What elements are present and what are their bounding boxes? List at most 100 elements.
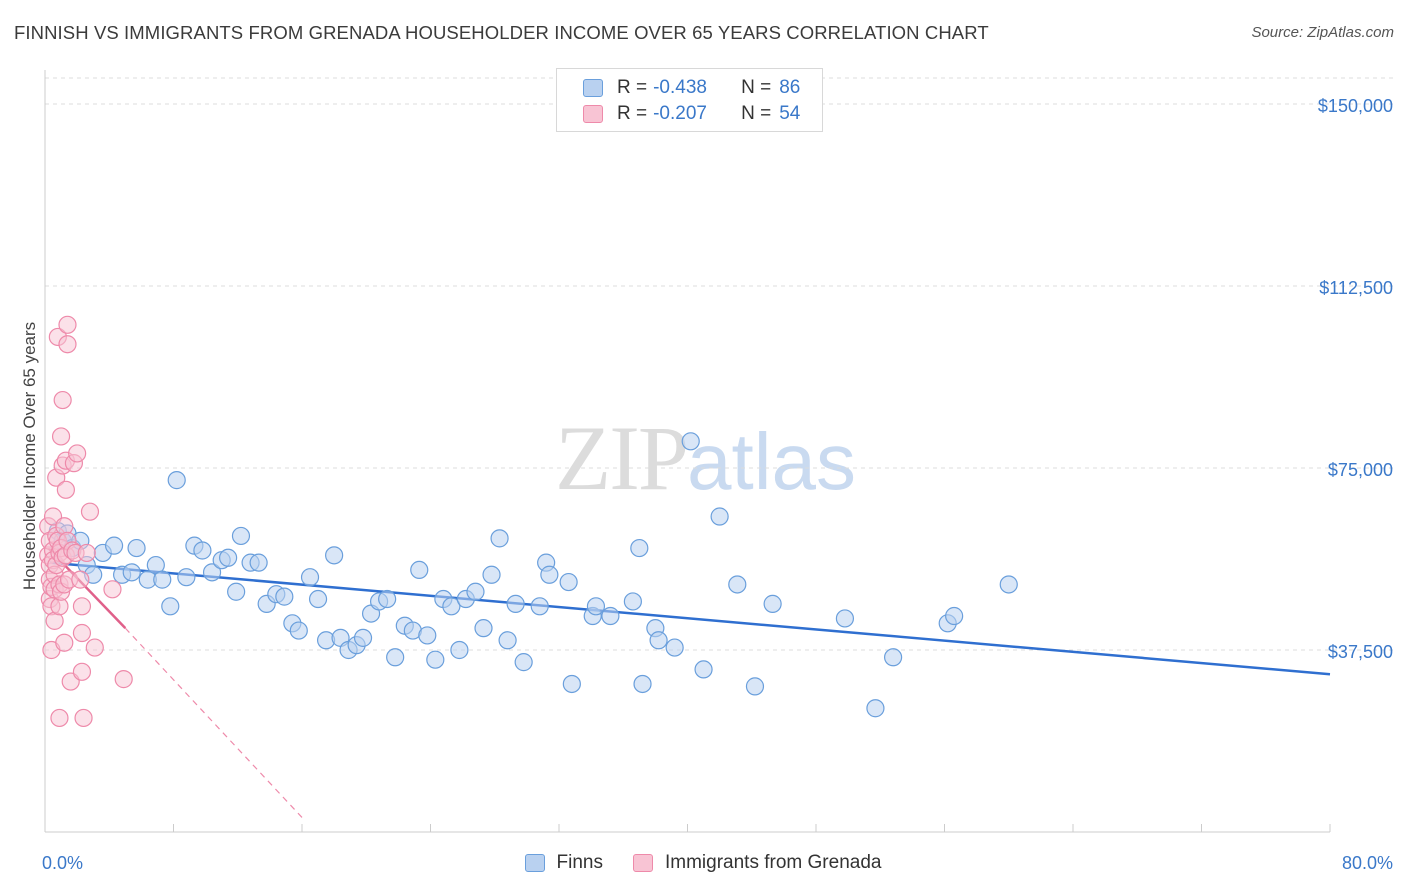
finns-point [649,631,668,650]
finns-point [506,594,525,613]
x-tick-label-max: 80.0% [1342,853,1393,873]
finns-point [945,606,964,626]
finns-r-value: -0.438 [653,77,707,98]
finns-point [153,570,172,589]
finns-point [559,572,578,592]
finns-point [763,594,782,613]
finns-point [601,606,620,626]
chart-title: FINNISH VS IMMIGRANTS FROM GRENADA HOUSE… [14,22,989,43]
finns-point [202,563,222,582]
grenada-point [58,335,77,354]
x-tick-label-min: 0.0% [42,853,83,873]
axes [44,70,1331,833]
finns-trend-line [49,561,1331,676]
grenada-point [68,444,87,463]
grenada-legend-label: Immigrants from Grenada [665,852,882,873]
y-tick-label: $112,500 [1319,278,1393,298]
source-label: Source: ZipAtlas.com [1251,24,1394,41]
finns-point [530,597,549,616]
finns-point [275,587,294,606]
finns-n-label: N = [741,77,772,98]
legend-item-finns: Finns [524,852,603,874]
grenada-point [103,580,122,599]
finns-point [999,575,1018,594]
grenada-point [114,670,133,689]
grenada-point [50,708,69,728]
finns-point [122,563,141,582]
watermark-atlas: atlas [687,417,856,506]
finns-swatch [583,79,603,97]
finns-point [710,507,729,526]
grenada-legend-swatch [633,854,653,872]
grenada-point [85,638,104,657]
finns-point [289,621,308,640]
finns-point [883,648,903,667]
finns-point [418,626,437,645]
grenada-point [72,623,92,643]
finns-point [728,575,747,594]
grenada-point [71,570,90,589]
watermark-zip: ZIP [555,407,689,509]
finns-legend-swatch [524,854,545,872]
series-legend: Finns Immigrants from Grenada [0,852,1406,874]
finns-r-label: R = [617,77,648,98]
finns-point [586,597,606,616]
y-tick-label: $150,000 [1318,96,1393,116]
legend-item-grenada: Immigrants from Grenada [633,852,881,874]
finns-point [227,582,246,601]
grenada-r-label: R = [617,103,648,124]
finns-point [665,638,684,657]
finns-point [219,548,238,567]
y-tick-label: $75,000 [1328,460,1393,480]
grenada-point [53,390,72,410]
grenada-point [55,633,74,652]
finns-point [231,526,251,546]
finns-point [482,565,501,584]
finns-point [450,640,469,660]
finns-n-value: 86 [779,77,801,98]
finns-point [127,538,146,558]
finns-point [193,541,212,560]
correlation-legend: R = -0.438 N = 86 R = -0.207 N = 54 [556,68,823,132]
finns-point [161,597,180,616]
legend-row-grenada: R = -0.207 N = 54 [583,103,800,125]
finns-point [308,589,328,609]
finns-point [745,677,765,696]
grenada-point [77,543,96,563]
grenada-swatch [583,105,603,123]
finns-point [540,565,559,584]
grenada-n-value: 54 [779,103,801,124]
finns-point [410,560,429,580]
grenada-point [80,502,100,521]
grenada-point [58,315,77,334]
finns-point [378,589,397,609]
grenada-trend-extension [124,627,303,818]
finns-point [426,650,445,669]
grenada-n-label: N = [741,103,772,124]
grenada-point [72,662,92,681]
finns-point [353,628,373,647]
grenada-point [72,597,92,616]
grenada-point [74,708,93,728]
finns-point [249,553,268,572]
finns-point [104,536,124,555]
grenada-r-value: -0.207 [653,103,707,124]
y-tick-label: $37,500 [1328,642,1393,662]
grenada-point [51,427,71,446]
finns-point [866,699,885,718]
finns-point [300,568,320,587]
data-points [39,315,1018,728]
finns-point [177,568,196,587]
finns-point [623,592,642,611]
finns-point [442,597,461,616]
finns-point [514,653,533,672]
finns-point [325,546,344,565]
finns-point [466,582,485,601]
finns-point [835,609,855,628]
finns-point [630,538,649,558]
finns-point [386,648,405,667]
finns-point [490,529,509,548]
finns-point [633,674,652,694]
finns-point [498,631,517,650]
watermark: ZIPatlas [555,405,856,511]
